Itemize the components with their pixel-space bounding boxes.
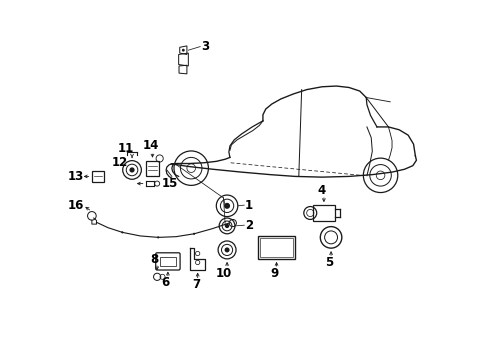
Circle shape <box>224 203 230 209</box>
Text: 15: 15 <box>161 177 178 190</box>
Text: 3: 3 <box>201 40 209 53</box>
Circle shape <box>122 231 123 233</box>
Text: 5: 5 <box>325 256 333 269</box>
Text: 12: 12 <box>111 156 127 169</box>
Text: 9: 9 <box>270 267 278 280</box>
Text: 8: 8 <box>150 253 158 266</box>
Text: 6: 6 <box>161 276 169 289</box>
Circle shape <box>157 236 159 238</box>
Text: 11: 11 <box>118 142 134 155</box>
Text: 14: 14 <box>143 139 159 152</box>
Text: 2: 2 <box>245 219 253 232</box>
Text: 13: 13 <box>68 170 84 183</box>
Bar <box>92 171 104 182</box>
Bar <box>160 257 176 266</box>
Circle shape <box>193 233 195 235</box>
Circle shape <box>129 167 135 172</box>
Bar <box>313 205 335 221</box>
Bar <box>258 236 295 259</box>
Text: 4: 4 <box>318 184 326 197</box>
Circle shape <box>224 247 230 252</box>
Bar <box>260 238 293 257</box>
Bar <box>146 161 159 176</box>
Text: 10: 10 <box>216 267 232 280</box>
Text: 1: 1 <box>245 199 253 212</box>
Circle shape <box>182 49 185 51</box>
Text: 7: 7 <box>192 278 200 291</box>
Text: 16: 16 <box>68 199 84 212</box>
Circle shape <box>225 224 229 228</box>
